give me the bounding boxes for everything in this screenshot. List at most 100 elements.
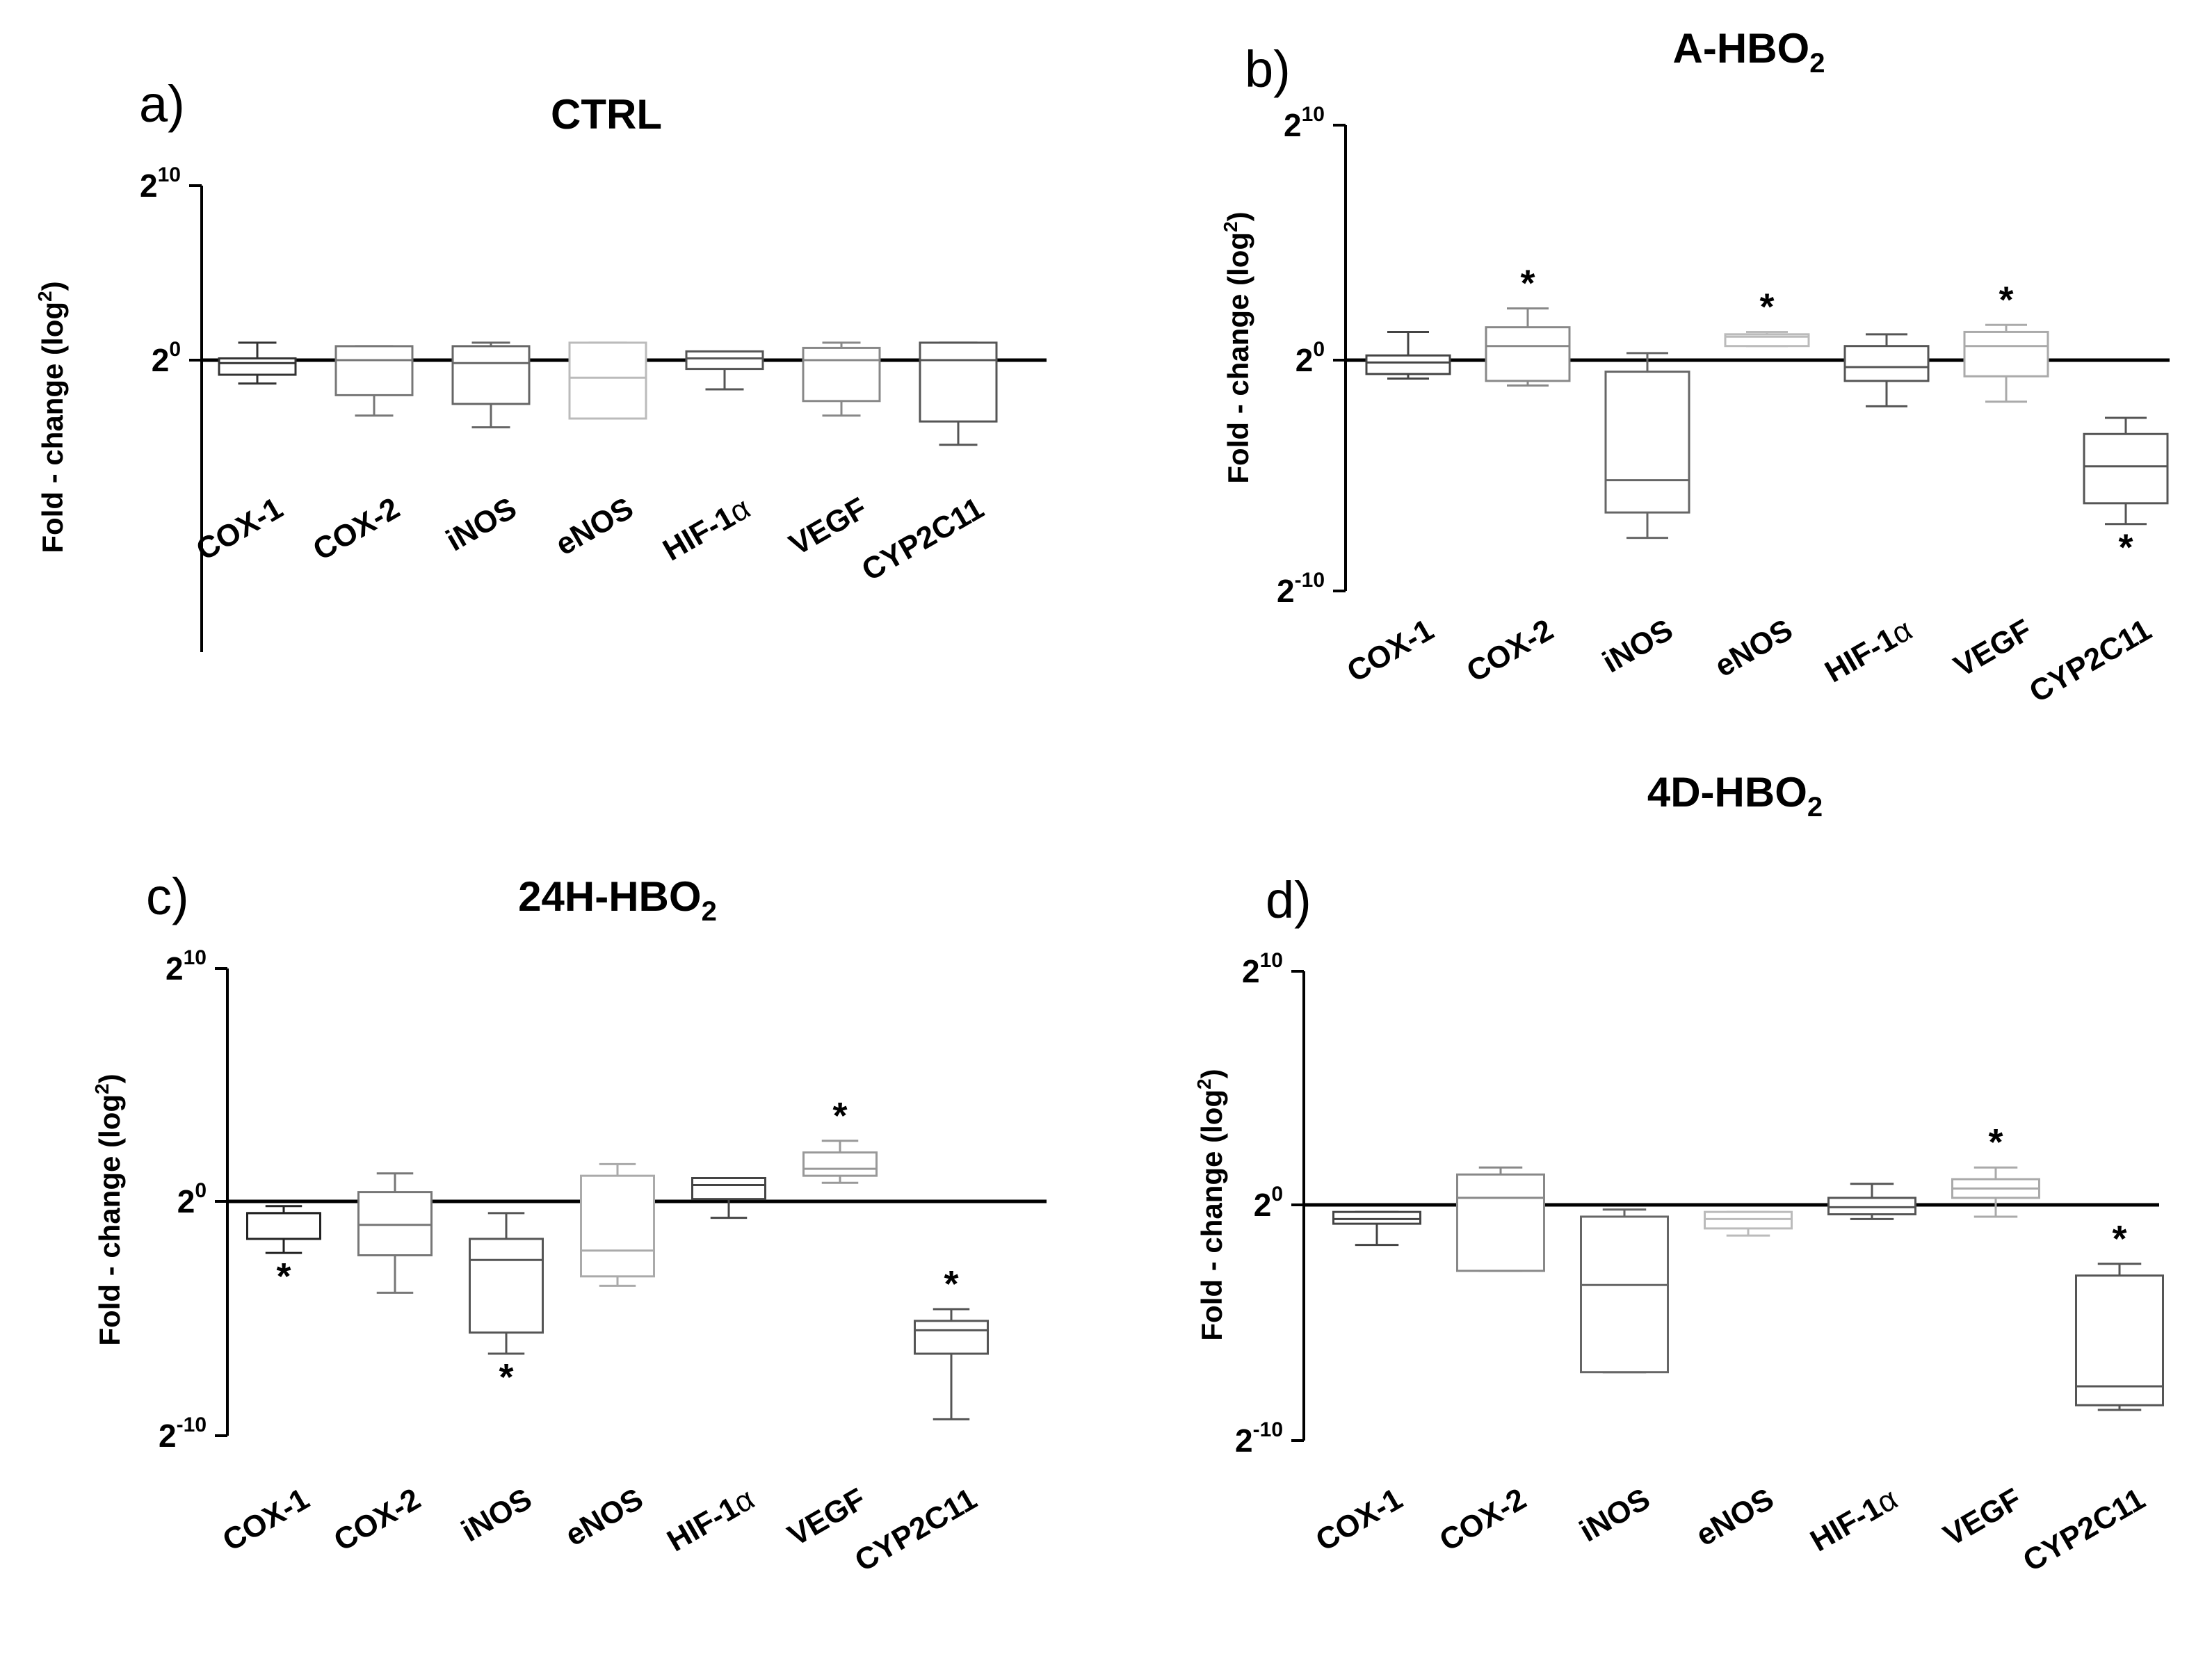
y-tick-label: 210 (1242, 949, 1283, 989)
y-tick-label: 20 (1295, 338, 1325, 378)
chart-title-main: A-HBO (1673, 25, 1810, 72)
significance-star: * (499, 1356, 513, 1398)
boxplot-hif-1 (685, 350, 764, 391)
y-axis-label-close: ) (1195, 1069, 1228, 1078)
box-iqr (691, 1177, 766, 1201)
boxplot-cox-1 (1365, 330, 1451, 380)
y-tick-label: 20 (1254, 1183, 1283, 1223)
significance-star: * (1520, 263, 1535, 305)
y-tick-exponent: -10 (177, 1413, 207, 1436)
y-tick-label: 210 (1284, 103, 1325, 143)
x-tick-label: HIF-1α (657, 491, 756, 567)
boxplot-inos (1580, 1208, 1669, 1374)
x-tick-label: CYP2C11 (2024, 613, 2157, 709)
panel-label: b) (1245, 40, 1291, 98)
box-iqr (1485, 326, 1571, 382)
y-tick-exponent: 0 (169, 338, 181, 361)
box-iqr (357, 1191, 433, 1257)
y-axis-label-sup: 2 (1193, 1078, 1215, 1089)
boxplot-cox-1: * (246, 1205, 321, 1297)
x-tick-label: eNOS (550, 491, 639, 562)
boxplot-enos (568, 341, 647, 420)
x-tick-label: iNOS (1597, 613, 1679, 679)
y-tick-label: 20 (177, 1179, 207, 1219)
boxplot-cyp2c11: * (2083, 416, 2169, 569)
x-tick-label: CYP2C11 (2017, 1482, 2151, 1578)
y-tick-exponent: -10 (1295, 569, 1325, 592)
x-tick-label-text: eNOS (1690, 1482, 1779, 1552)
x-tick-label-text: COX-1 (191, 491, 289, 567)
x-tick-label-text: COX-1 (1310, 1482, 1408, 1558)
y-tick-base: 2 (177, 1183, 195, 1219)
x-tick-label-text: iNOS (1574, 1482, 1656, 1548)
y-tick-label: 20 (152, 338, 181, 378)
x-tick-label-text: HIF-1 (657, 500, 741, 567)
significance-star: * (944, 1263, 958, 1305)
y-tick-base: 2 (159, 1418, 177, 1454)
y-axis-label-sup: 2 (1220, 221, 1241, 232)
x-tick-label-text: VEGF (782, 1482, 871, 1552)
y-axis-label-close: ) (36, 281, 69, 291)
boxplot-enos (580, 1162, 655, 1287)
panel-label: d) (1266, 871, 1311, 929)
boxplot-cox-2 (357, 1172, 433, 1294)
chart-title: A-HBO2 (1673, 25, 1825, 79)
y-axis-label-close: ) (93, 1073, 126, 1083)
boxplot-cyp2c11 (919, 341, 998, 446)
x-tick-label-text: COX-2 (1461, 613, 1559, 689)
box-iqr (218, 357, 297, 376)
chart-title-main: 24H-HBO (518, 873, 701, 920)
box-iqr (568, 341, 647, 420)
boxplot-cox-2 (1456, 1166, 1545, 1272)
x-tick-label-text: iNOS (1597, 613, 1679, 679)
boxplot-enos (1704, 1210, 1793, 1237)
x-tick-label-text: eNOS (1709, 613, 1798, 683)
boxplot-inos (451, 341, 531, 429)
y-tick-label: 2-10 (1235, 1418, 1283, 1459)
x-tick-label-text: iNOS (440, 491, 522, 558)
significance-star: * (2112, 1218, 2126, 1260)
box-iqr (1704, 1210, 1793, 1230)
significance-star: * (1759, 286, 1774, 327)
box-iqr (802, 346, 881, 403)
x-tick-label-text: CYP2C11 (849, 1482, 983, 1578)
panel-label: a) (139, 75, 185, 133)
y-tick-base: 2 (166, 950, 184, 987)
y-axis-label-close: ) (1222, 211, 1254, 221)
x-tick-label: COX-1 (217, 1482, 315, 1558)
chart-title-subscript: 2 (1809, 48, 1825, 79)
x-tick-label: HIF-1α (1805, 1482, 1903, 1558)
chart-title: 24H-HBO2 (518, 873, 717, 927)
box-iqr (1827, 1197, 1916, 1216)
significance-star: * (2118, 527, 2133, 569)
box-iqr (580, 1174, 655, 1278)
chart-title-main: CTRL (551, 91, 662, 138)
y-tick-exponent: 0 (1313, 338, 1325, 361)
chart-title: CTRL (551, 91, 662, 138)
x-tick-label-text: CYP2C11 (2024, 613, 2157, 709)
x-tick-label-text: COX-1 (217, 1482, 315, 1558)
x-tick-label: VEGF (782, 1482, 871, 1552)
y-tick-base: 2 (152, 342, 170, 378)
y-tick-base: 2 (1277, 573, 1295, 609)
box-iqr (246, 1212, 321, 1240)
y-tick-base: 2 (1284, 107, 1302, 143)
x-tick-label: COX-1 (191, 491, 289, 567)
y-axis-label-sup: 2 (91, 1083, 113, 1094)
y-tick-base: 2 (1254, 1187, 1272, 1223)
box-iqr (919, 341, 998, 423)
x-tick-label: COX-1 (1341, 613, 1439, 689)
x-tick-label: VEGF (1948, 613, 2037, 683)
x-tick-label-text: iNOS (455, 1482, 538, 1548)
panel-label: c) (146, 868, 189, 925)
y-axis-label-text: Fold - change (log (1222, 232, 1254, 484)
y-axis-label: Fold - change (log2) (1220, 211, 1254, 483)
x-tick-label: COX-2 (307, 491, 405, 567)
x-tick-label: VEGF (784, 491, 873, 562)
box-iqr (1580, 1215, 1669, 1374)
y-axis-label-sup: 2 (34, 291, 56, 302)
y-axis-label-text: Fold - change (log (1195, 1089, 1228, 1341)
x-tick-label: COX-2 (328, 1482, 426, 1558)
